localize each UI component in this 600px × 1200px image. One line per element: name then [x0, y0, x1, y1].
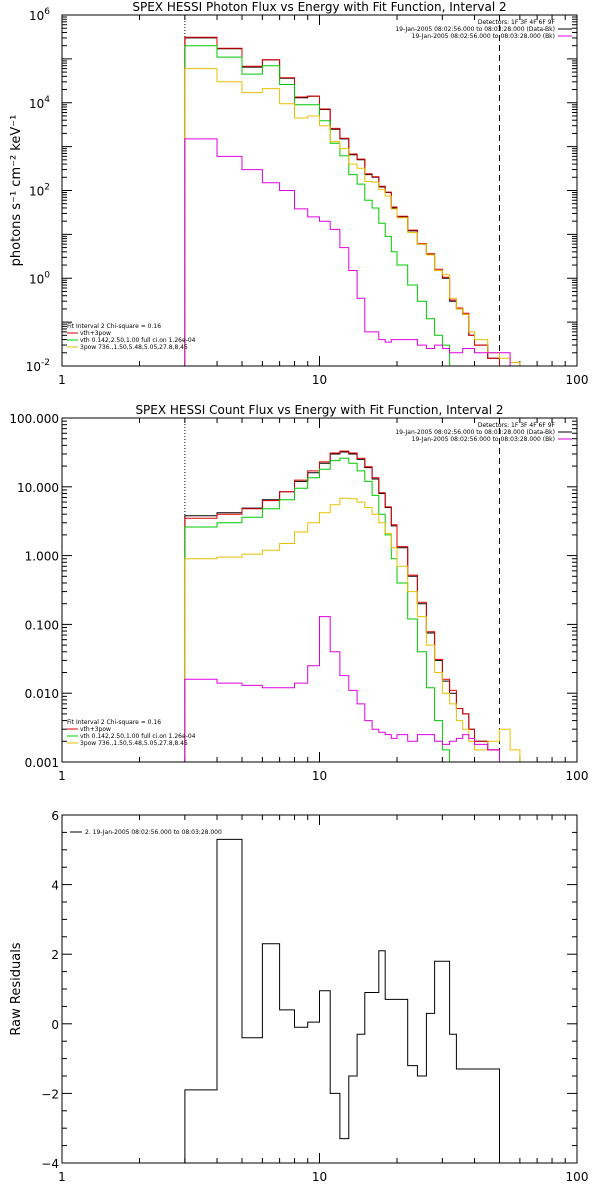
- series-line-bk: [184, 138, 511, 366]
- y-tick-label: −2: [41, 1087, 59, 1101]
- series-line-data-bk: [184, 37, 500, 366]
- x-tick-label: 10: [312, 1170, 327, 1184]
- y-tick-label: 106: [29, 7, 50, 23]
- y-tick-label: 10-2: [26, 358, 50, 374]
- legend-top-entry: 19-Jan-2005 08:02:56.000 to 08:03:28.000…: [395, 429, 555, 436]
- y-tick-label: 0: [51, 1018, 59, 1032]
- x-tick-label: 1: [58, 1170, 66, 1184]
- y-tick-label: 100.000: [9, 412, 59, 426]
- y-tick-label: 100: [29, 270, 50, 286]
- plot-frame: [61, 814, 578, 1164]
- y-tick-label: 104: [29, 95, 50, 111]
- series-group: [184, 36, 521, 366]
- series-group: [184, 450, 521, 762]
- plot-frame: [61, 417, 578, 763]
- legend-bottom-entry: Fit Interval 2 Chi-square = 0.16: [67, 323, 161, 330]
- series-group: [184, 838, 500, 1163]
- chart-title: SPEX HESSI Count Flux vs Energy with Fit…: [135, 403, 503, 417]
- legend-bottom-entry: vth 0.142,2.50,1.00 full ci.on 1.26e-04: [80, 733, 196, 740]
- legend-residual-entry: 2. 19-Jan-2005 08:02:56.000 to 08:03:28.…: [85, 829, 222, 836]
- y-tick-label: 6: [51, 809, 59, 823]
- x-tick-label: 100: [566, 1170, 589, 1184]
- legend-bottom-entry: vth+3pow: [80, 726, 111, 733]
- legend-top-entry: 19-Jan-2005 08:02:56.000 to 08:03:28.000…: [395, 26, 555, 33]
- x-tick-label: 1: [58, 373, 66, 387]
- series-line-vth: [184, 457, 451, 762]
- y-tick-label: 0.010: [25, 687, 59, 701]
- x-tick-label: 100: [566, 373, 589, 387]
- legend-top-entry: Detectors: 1F 3F 4F 6F 9F: [478, 422, 556, 429]
- series-line-vth-3pow: [184, 450, 500, 762]
- chart-panel-2: SPEX HESSI Count Flux vs Energy with Fit…: [9, 403, 588, 783]
- series-line-vth: [184, 45, 463, 366]
- legend-bottom-entry: Fit Interval 2 Chi-square = 0.16: [67, 719, 161, 726]
- x-tick-label: 100: [566, 769, 589, 783]
- y-tick-label: 0.001: [25, 756, 59, 770]
- series-line-residuals: [184, 838, 500, 1163]
- legend-top-entry: 19-Jan-2005 08:02:56.000 to 08:03:28.000…: [412, 436, 555, 443]
- y-tick-label: 2: [51, 948, 59, 962]
- chart-title: SPEX HESSI Photon Flux vs Energy with Fi…: [132, 0, 506, 14]
- x-tick-label: 10: [312, 769, 327, 783]
- chart-panel-3: 1 10 100 −4 −2 0 2 4 6 Raw Residuals 2. 19-Jan-200…: [9, 809, 588, 1184]
- x-tick-label: 1: [58, 769, 66, 783]
- series-line-bk: [184, 616, 511, 762]
- y-tick-label: 4: [51, 879, 59, 893]
- y-axis-label: Raw Residuals: [9, 942, 24, 1035]
- x-tick-label: 10: [312, 373, 327, 387]
- y-tick-label: −4: [41, 1157, 59, 1171]
- y-tick-label: 102: [29, 183, 50, 199]
- y-tick-label: 0.100: [25, 618, 59, 632]
- series-line-vth-3pow: [184, 36, 500, 366]
- series-line-3pow: [184, 497, 521, 762]
- y-axis-label: photons s⁻¹ cm⁻² keV⁻¹: [9, 115, 24, 267]
- y-tick-label: 10.000: [17, 481, 59, 495]
- legend-top-entry: Detectors: 1F 3F 4F 6F 9F: [478, 19, 556, 26]
- legend-bottom-entry: vth+3pow: [80, 330, 111, 337]
- legend-bottom-entry: 3pow 736.,1.50,5.48,5.05,27.8,8.45: [80, 740, 188, 747]
- legend-bottom-entry: 3pow 736.,1.50,5.48,5.05,27.8,8.45: [80, 344, 188, 351]
- legend-top-entry: 19-Jan-2005 08:02:56.000 to 08:03:28.000…: [412, 33, 555, 40]
- y-tick-label: 1.000: [25, 550, 59, 564]
- legend-bottom-entry: vth 0.142,2.50,1.00 full ci.on 1.26e-04: [80, 337, 196, 344]
- plot-frame: [61, 14, 578, 367]
- series-line-3pow: [184, 68, 521, 366]
- chart-panel-1: SPEX HESSI Photon Flux vs Energy with Fi…: [9, 0, 588, 387]
